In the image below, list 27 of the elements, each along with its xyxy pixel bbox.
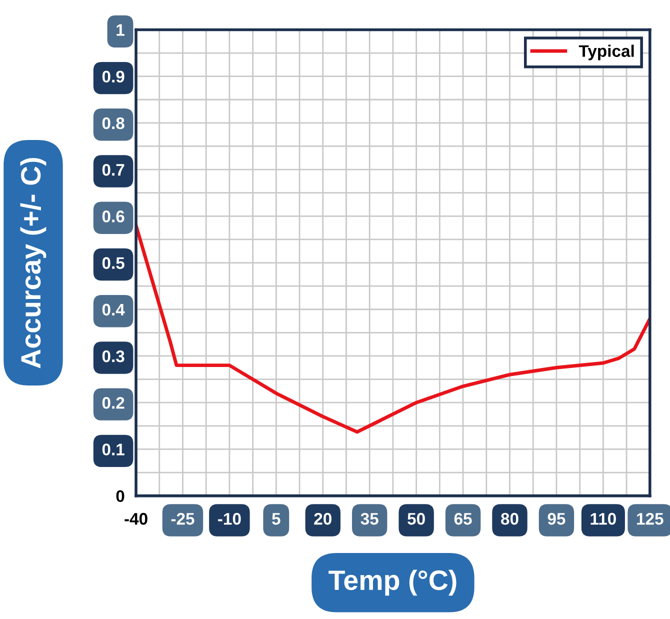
x-tick-label: 20 [314,512,332,525]
x-tick-label: -40 [124,512,148,525]
y-tick-label: 0.4 [102,304,125,316]
y-tick-label: 0.9 [102,70,124,83]
y-tick-label: 0.7 [102,164,124,176]
y-tick-label: 1 [116,24,124,36]
line-series [136,224,650,434]
y-tick-label: 0.3 [102,350,124,362]
x-tick-label: 110 [590,512,616,525]
x-tick-label: -25 [171,512,194,525]
legend-label: Typical [578,44,634,60]
x-tick-label: 65 [454,512,472,525]
x-tick-label: 125 [637,512,664,525]
x-tick-label: 80 [501,512,518,525]
x-tick-label: 5 [272,513,280,525]
y-tick-label: 0.1 [102,444,124,456]
x-tick-label: -10 [218,512,241,525]
y-tick-label: 0.8 [102,117,124,130]
y-tick-label: 0.6 [102,210,124,222]
x-tick-label: 95 [548,512,566,525]
y-tick-label: 0 [116,490,124,502]
x-tick-label: 35 [360,512,378,525]
y-tick-label: 0.2 [102,397,124,409]
x-axis-title: Temp (°C) [328,570,456,596]
x-tick-label: 50 [408,512,425,525]
y-tick-label: 0.5 [102,257,124,269]
y-axis-title: Accurcay (+/- C) [20,158,46,368]
